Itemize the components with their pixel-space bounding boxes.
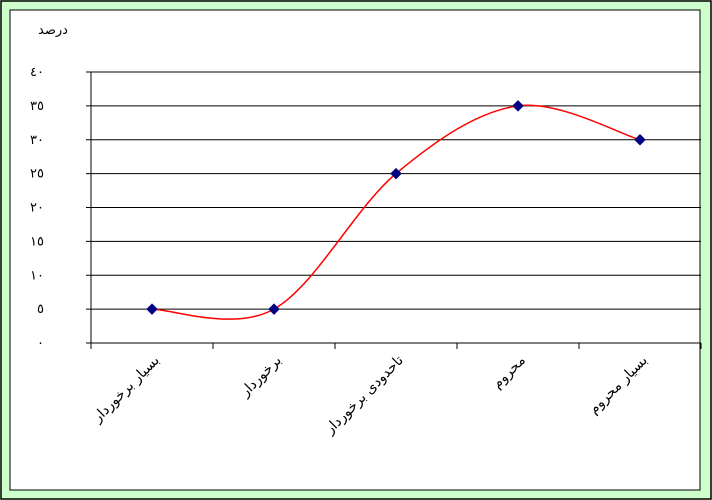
- y-tick-label: ٣٥: [30, 99, 44, 114]
- y-tick-label: ٥: [37, 302, 44, 317]
- y-axis-unit-label: درصد: [38, 23, 68, 38]
- y-tick-label: ٢٥: [30, 167, 44, 182]
- y-tick-label: ١٠: [30, 268, 44, 283]
- y-tick-label: ٤٠: [30, 65, 44, 80]
- y-tick-label: ٠: [37, 336, 44, 351]
- y-tick-labels: ٠ ٥ ١٠ ١٥ ٢٠ ٢٥ ٣٠ ٣٥ ٤٠: [30, 65, 44, 351]
- y-tick-label: ٣٠: [30, 133, 44, 148]
- series: [146, 100, 646, 320]
- data-point: [268, 303, 280, 315]
- y-tick-label: ٢٠: [30, 201, 44, 216]
- chart-background: [9, 9, 701, 491]
- data-point: [146, 303, 158, 315]
- y-tick-label: ١٥: [30, 234, 44, 249]
- data-point: [512, 100, 524, 112]
- data-point: [634, 134, 646, 146]
- data-point: [390, 167, 402, 180]
- axes: [86, 72, 702, 349]
